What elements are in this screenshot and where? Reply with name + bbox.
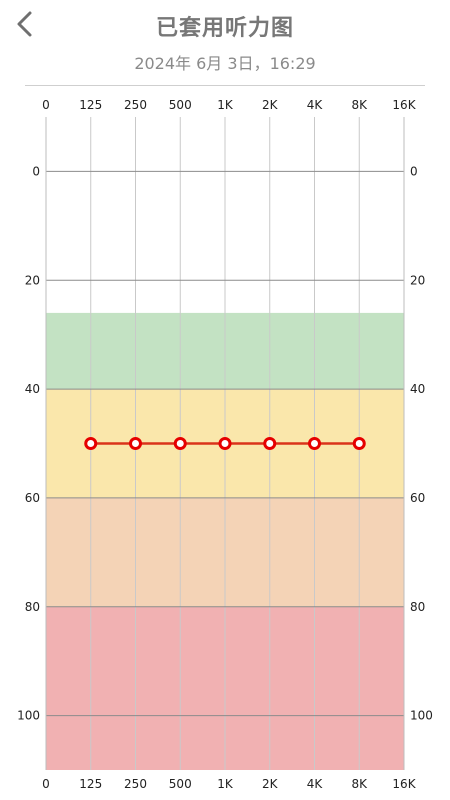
y-tick-label-right: 0 — [410, 164, 418, 178]
x-tick-label-bottom: 8K — [351, 777, 368, 791]
x-tick-label-top: 8K — [351, 98, 368, 112]
data-point — [129, 437, 142, 450]
back-button[interactable] — [10, 8, 44, 42]
y-tick-label-left: 80 — [25, 600, 40, 614]
data-point — [218, 437, 232, 450]
x-tick-label-top: 500 — [169, 98, 192, 112]
y-tick-label-right: 40 — [410, 382, 425, 396]
audiogram-datetime: 2024年 6月 3日，16:29 — [134, 54, 316, 73]
y-tick-label-right: 20 — [410, 273, 425, 287]
page-title: 已套用听力图 — [155, 16, 294, 41]
x-tick-label-top: 16K — [392, 98, 416, 112]
data-point — [263, 437, 277, 450]
data-point — [173, 437, 187, 450]
x-tick-label-bottom: 125 — [79, 777, 102, 791]
x-tick-label-bottom: 2K — [262, 777, 279, 791]
x-tick-label-bottom: 16K — [392, 777, 416, 791]
x-tick-label-bottom: 0 — [42, 777, 50, 791]
chevron-left-icon — [17, 11, 32, 37]
x-tick-label-top: 4K — [307, 98, 324, 112]
x-tick-label-bottom: 500 — [169, 777, 192, 791]
y-tick-label-left: 40 — [25, 382, 40, 396]
y-tick-label-right: 60 — [410, 491, 425, 505]
y-tick-label-left: 100 — [17, 709, 40, 723]
y-tick-label-right: 80 — [410, 600, 425, 614]
data-point — [308, 437, 321, 450]
data-point — [84, 437, 98, 450]
x-tick-label-bottom: 4K — [307, 777, 324, 791]
y-tick-label-left: 0 — [32, 164, 40, 178]
x-tick-label-top: 250 — [124, 98, 147, 112]
x-tick-label-top: 0 — [42, 98, 50, 112]
header: 已套用听力图 2024年 6月 3日，16:29 — [0, 0, 450, 86]
y-tick-label-right: 100 — [410, 709, 433, 723]
y-tick-label-left: 60 — [25, 491, 40, 505]
x-tick-label-bottom: 1K — [217, 777, 234, 791]
y-tick-label-left: 20 — [25, 273, 40, 287]
data-point — [352, 437, 366, 450]
x-tick-label-top: 2K — [262, 98, 279, 112]
x-tick-label-bottom: 250 — [124, 777, 147, 791]
header-divider — [25, 85, 425, 86]
x-tick-label-top: 1K — [217, 98, 234, 112]
x-tick-label-top: 125 — [79, 98, 102, 112]
